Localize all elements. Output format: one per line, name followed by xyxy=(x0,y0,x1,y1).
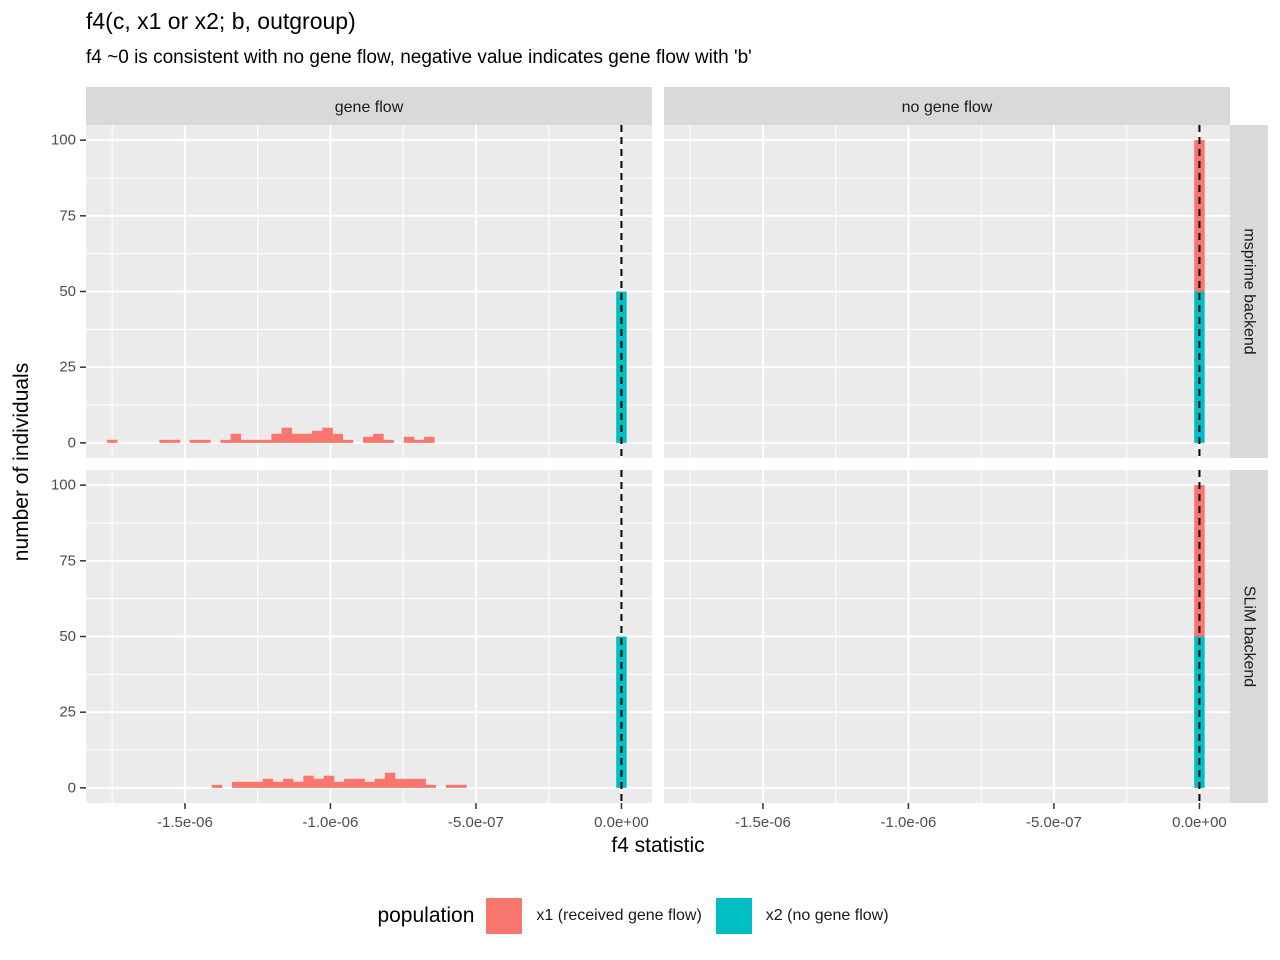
histogram-bar xyxy=(384,772,396,788)
histogram-bar xyxy=(159,439,170,443)
histogram-bar xyxy=(364,781,375,788)
histogram-bar xyxy=(413,439,425,443)
histogram-bar xyxy=(106,439,118,443)
histogram-bar xyxy=(281,427,293,443)
histogram-bar xyxy=(424,436,435,443)
histogram-bar xyxy=(301,433,313,443)
histogram-bar xyxy=(312,430,323,443)
histogram-bar xyxy=(303,775,314,788)
x-tick-label: 0.0e+00 xyxy=(1172,814,1227,831)
x-tick-label: -1.5e-06 xyxy=(735,814,791,831)
y-tick-label: 25 xyxy=(59,704,76,721)
y-tick-label: 50 xyxy=(59,283,76,300)
histogram-bar xyxy=(240,439,252,443)
legend: population x1 (received gene flow) x2 (n… xyxy=(0,896,1280,936)
histogram-bar xyxy=(322,427,333,443)
facet-strip-label: no gene flow xyxy=(902,99,993,116)
histogram-bar xyxy=(261,439,272,443)
histogram-bar xyxy=(293,781,304,788)
legend-key-x1 xyxy=(486,898,523,934)
y-tick-label: 75 xyxy=(59,207,76,224)
y-tick-label: 25 xyxy=(59,359,76,376)
x-tick-label: -1.5e-06 xyxy=(157,814,213,831)
facet-row-label: msprime backend xyxy=(1241,228,1258,354)
y-tick-label: 0 xyxy=(68,779,76,796)
histogram-bar xyxy=(323,775,335,788)
histogram-bar xyxy=(363,436,374,443)
chart-title: f4(c, x1 or x2; b, outgroup) xyxy=(86,8,356,34)
facet-strip-1 xyxy=(664,87,1230,125)
y-tick-label: 100 xyxy=(51,477,76,494)
legend-key-x2 xyxy=(715,898,752,934)
histogram-bar xyxy=(403,436,415,443)
y-tick-label: 0 xyxy=(68,434,76,451)
histogram-bar xyxy=(271,433,282,443)
histogram-bar xyxy=(456,784,467,788)
facet-strip-row-1 xyxy=(1230,470,1268,803)
histogram-bar xyxy=(342,439,354,443)
y-tick-label: 75 xyxy=(59,552,76,569)
histogram-bar xyxy=(405,778,416,788)
histogram-bar xyxy=(250,439,262,443)
histogram-bar xyxy=(395,778,406,788)
histogram-bar xyxy=(272,781,284,788)
histogram-bar xyxy=(189,439,201,443)
legend-title: population xyxy=(377,904,475,927)
legend-label-x1: x1 (received gene flow) xyxy=(536,907,702,924)
histogram-bar xyxy=(230,433,242,443)
histogram-bar xyxy=(220,439,231,443)
histogram-bar xyxy=(425,784,437,788)
histogram-bar xyxy=(415,778,426,788)
x-tick-label: -5.0e-07 xyxy=(1026,814,1082,831)
histogram-bar xyxy=(291,433,303,443)
x-tick-label: 0.0e+00 xyxy=(594,814,649,831)
facet-strip-0 xyxy=(86,87,652,125)
histogram-bar xyxy=(242,781,253,788)
histogram-bar xyxy=(169,439,181,443)
x-tick-label: -1.0e-06 xyxy=(303,814,359,831)
legend-item-x1: x1 (received gene flow) xyxy=(486,898,702,934)
legend-item-x2: x2 (no gene flow) xyxy=(715,898,889,934)
chart-subtitle: f4 ~0 is consistent with no gene flow, n… xyxy=(86,47,752,68)
histogram-bar xyxy=(374,778,386,788)
histogram-bar xyxy=(252,781,263,788)
y-tick-label: 100 xyxy=(51,132,76,149)
facet-strip-row-0 xyxy=(1230,125,1268,458)
y-axis-label: number of individuals xyxy=(10,362,33,562)
histogram-bar xyxy=(373,433,384,443)
x-axis-label: f4 statistic xyxy=(611,834,705,857)
x-tick-label: -1.0e-06 xyxy=(881,814,937,831)
histogram-bar xyxy=(354,778,365,788)
histogram-bar xyxy=(262,778,274,788)
histogram-bar xyxy=(332,433,343,443)
histogram-bar xyxy=(445,784,457,788)
histogram-bar xyxy=(211,784,223,788)
histogram-bar xyxy=(383,439,394,443)
facet-row-label: SLiM backend xyxy=(1241,586,1258,687)
facet-strip-label: gene flow xyxy=(335,99,404,116)
y-tick-label: 50 xyxy=(59,628,76,645)
histogram-bar xyxy=(333,781,345,788)
histogram-bar xyxy=(200,439,211,443)
histogram-bar xyxy=(232,781,243,788)
legend-label-x2: x2 (no gene flow) xyxy=(765,907,889,924)
x-tick-label: -5.0e-07 xyxy=(448,814,504,831)
histogram-bar xyxy=(344,778,355,788)
histogram-bar xyxy=(283,778,294,788)
histogram-bar xyxy=(313,778,325,788)
